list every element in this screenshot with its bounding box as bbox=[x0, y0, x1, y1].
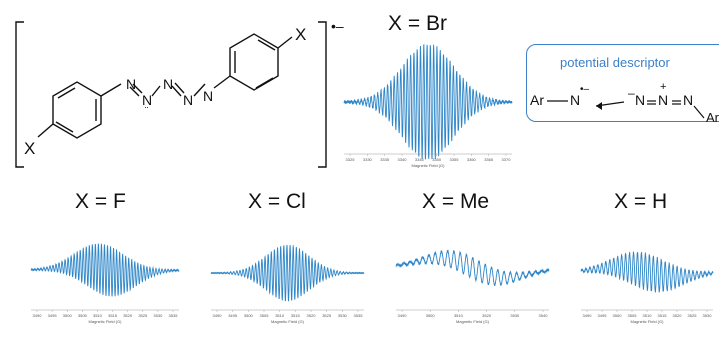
spectrum-tick-label: 3510 bbox=[275, 313, 285, 318]
descriptor-n3: N bbox=[683, 92, 694, 108]
spectrum-tick-label: 3525 bbox=[322, 313, 332, 318]
spectrum-tick-label: 3515 bbox=[108, 313, 118, 318]
spectrum-tick-label: 3525 bbox=[688, 313, 698, 318]
spectrum-trace bbox=[30, 243, 180, 297]
epr-spectrum-cl: 3490 3495 3500 3505 3510 3515 3520 3525 3530 3535… bbox=[210, 244, 365, 324]
azobenzene-triazene-structure bbox=[15, 21, 327, 168]
spectrum-tick-label: 3495 bbox=[48, 313, 58, 318]
spectrum-tick-label: 3495 bbox=[598, 313, 608, 318]
spectrum-tick-label: 3335 bbox=[380, 157, 390, 162]
spectrum-tick-label: 3535 bbox=[169, 313, 179, 318]
spectrum-tick-label: 3500 bbox=[244, 313, 254, 318]
spectrum-trace bbox=[395, 249, 550, 287]
spectrum-tick-label: 3520 bbox=[673, 313, 683, 318]
descriptor-ar-right: Ar bbox=[706, 110, 719, 125]
spectrum-trace bbox=[343, 43, 513, 160]
spectrum-tick-label: 3345 bbox=[415, 157, 425, 162]
nitrogen-atom-2: N bbox=[142, 92, 153, 108]
spectrum-axis-label: Magnetic Field (G) bbox=[456, 319, 490, 324]
spectrum-label-me: X = Me bbox=[422, 190, 490, 213]
spectrum-tick-label: 3490 bbox=[583, 313, 593, 318]
descriptor-ar-left: Ar bbox=[530, 92, 544, 108]
spectrum-label-br: X = Br bbox=[388, 12, 447, 35]
spectrum-tick-label: 3365 bbox=[484, 157, 494, 162]
spectrum-tick-label: 3370 bbox=[502, 157, 512, 162]
spectrum-tick-label: 3500 bbox=[63, 313, 73, 318]
spectrum-tick-label: 3325 bbox=[346, 157, 356, 162]
spectrum-axis-label: Magnetic Field (G) bbox=[412, 163, 446, 168]
substituent-x-right: X bbox=[295, 25, 307, 44]
spectrum-tick-label: 3520 bbox=[482, 313, 492, 318]
epr-spectrum-me: 3490 3500 3510 3520 3530 3540 Magnetic Field (… bbox=[395, 249, 550, 324]
spectrum-label-h: X = H bbox=[614, 190, 668, 213]
spectrum-label-f: X = F bbox=[75, 190, 126, 213]
spectrum-axis-label: Magnetic Field (G) bbox=[271, 319, 305, 324]
nitrogen-atom-3: N bbox=[163, 76, 174, 92]
nitrogen-atom-5: N bbox=[203, 88, 214, 104]
spectrum-tick-label: 3530 bbox=[338, 313, 348, 318]
descriptor-radical-charge: •– bbox=[580, 84, 590, 95]
spectrum-tick-label: 3490 bbox=[398, 313, 408, 318]
spectrum-tick-label: 3505 bbox=[628, 313, 638, 318]
potential-descriptor-box bbox=[526, 44, 719, 122]
spectrum-tick-label: 3520 bbox=[307, 313, 317, 318]
descriptor-resonance-diagram bbox=[547, 100, 705, 119]
descriptor-n-radical: N bbox=[570, 92, 581, 108]
spectrum-tick-label: 3505 bbox=[78, 313, 88, 318]
descriptor-n1: N bbox=[635, 92, 646, 108]
spectrum-tick-label: 3490 bbox=[213, 313, 223, 318]
right-benzene-ring bbox=[229, 33, 279, 91]
descriptor-n2: N bbox=[658, 92, 669, 108]
descriptor-minus: – bbox=[628, 86, 635, 100]
spectrum-trace bbox=[580, 251, 714, 293]
left-benzene-ring bbox=[52, 81, 102, 139]
epr-spectrum-h: 3490 3495 3500 3505 3510 3515 3520 3525 3530 Magn… bbox=[580, 251, 714, 324]
spectrum-tick-label: 3360 bbox=[467, 157, 477, 162]
spectrum-tick-label: 3340 bbox=[398, 157, 408, 162]
spectrum-axis-label: Magnetic Field (G) bbox=[631, 319, 665, 324]
spectrum-tick-label: 3540 bbox=[539, 313, 549, 318]
spectrum-tick-label: 3495 bbox=[228, 313, 238, 318]
substituent-x-left: X bbox=[24, 139, 36, 158]
spectrum-tick-label: 3500 bbox=[426, 313, 436, 318]
spectrum-tick-label: 3510 bbox=[454, 313, 464, 318]
spectrum-tick-label: 3490 bbox=[33, 313, 43, 318]
spectrum-tick-label: 3530 bbox=[153, 313, 163, 318]
spectrum-tick-label: 3515 bbox=[291, 313, 301, 318]
spectrum-tick-label: 3330 bbox=[363, 157, 373, 162]
spectrum-tick-label: 3505 bbox=[260, 313, 270, 318]
spectrum-tick-label: 3520 bbox=[123, 313, 133, 318]
epr-spectrum-br: 3325 3330 3335 3340 3345 3350 3355 3360 3365 3370… bbox=[343, 43, 513, 168]
spectrum-tick-label: 3530 bbox=[510, 313, 520, 318]
lone-pair-dots: ·· bbox=[144, 102, 149, 112]
descriptor-plus: + bbox=[660, 81, 667, 93]
spectrum-axis-label: Magnetic Field (G) bbox=[89, 319, 123, 324]
spectrum-tick-label: 3500 bbox=[613, 313, 623, 318]
spectrum-tick-label: 3510 bbox=[643, 313, 653, 318]
spectrum-tick-label: 3510 bbox=[93, 313, 103, 318]
spectrum-trace bbox=[210, 244, 365, 302]
radical-anion-charge: •– bbox=[331, 18, 344, 34]
left-bracket bbox=[15, 21, 24, 168]
spectrum-label-cl: X = Cl bbox=[248, 190, 306, 213]
spectrum-tick-label: 3530 bbox=[703, 313, 713, 318]
spectrum-tick-label: 3535 bbox=[354, 313, 364, 318]
right-bracket bbox=[318, 21, 327, 168]
spectrum-tick-label: 3515 bbox=[658, 313, 668, 318]
nitrogen-atom-4: N bbox=[183, 92, 194, 108]
spectrum-tick-label: 3350 bbox=[432, 157, 442, 162]
descriptor-title: potential descriptor bbox=[560, 55, 670, 70]
spectrum-tick-label: 3355 bbox=[450, 157, 460, 162]
epr-spectrum-f: 3490 3495 3500 3505 3510 3515 3520 3525 3530 3535… bbox=[30, 243, 180, 324]
spectrum-tick-label: 3525 bbox=[138, 313, 148, 318]
nitrogen-atom-1: N bbox=[126, 76, 137, 92]
